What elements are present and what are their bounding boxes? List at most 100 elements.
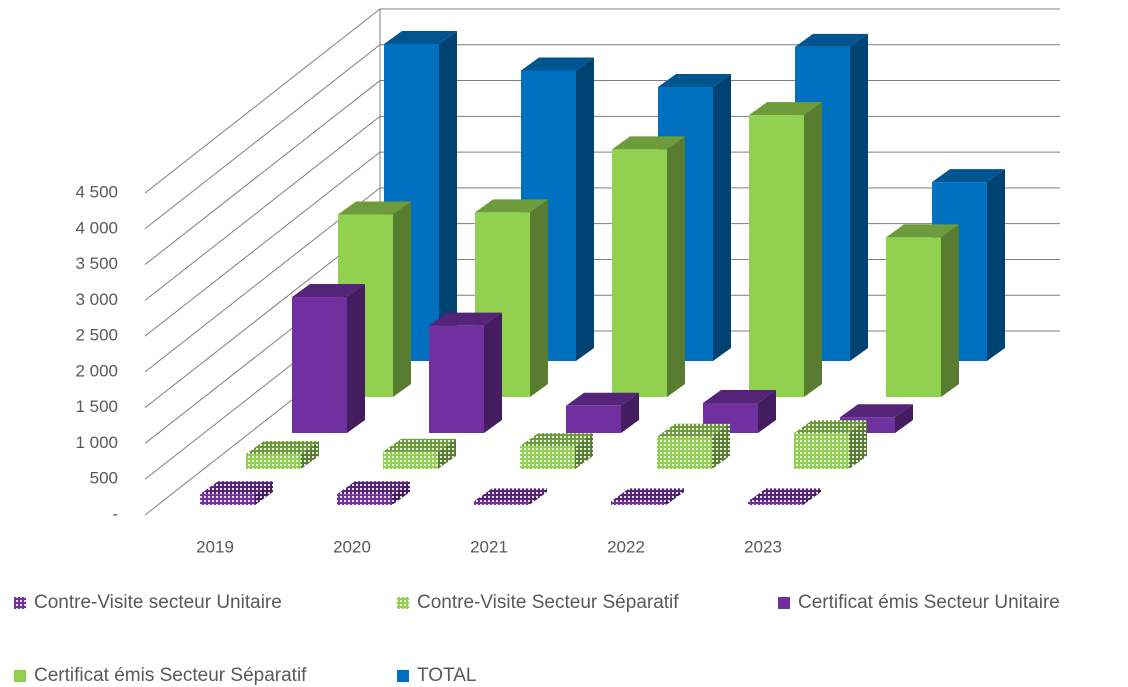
legend-label: Contre-Visite Secteur Séparatif [417,592,679,613]
legend-swatch [14,670,26,682]
bar-side [803,488,821,505]
bar-top [658,73,731,87]
bar-top [886,224,959,238]
bar-front [566,405,621,433]
bar-top [474,488,547,502]
y-tick-label: 3 500 [75,254,118,273]
x-tick-label: 2021 [470,537,508,556]
bar [429,312,502,433]
bar-side [666,488,684,505]
bar [657,423,730,469]
bar-side [255,481,273,505]
bar [520,433,593,469]
legend-label: TOTAL [417,665,476,686]
bar-top [612,136,685,150]
bar-side [484,312,502,433]
x-tick-label: 2022 [607,537,645,556]
bar-side [713,73,731,361]
legend-swatch [778,597,790,609]
y-tick-label: 4 500 [75,182,118,201]
legend-swatch [397,597,409,609]
bar-top [292,284,365,298]
bar-top [338,201,411,215]
bar-front [794,433,849,469]
bar-front [749,115,804,398]
bar-front [474,501,529,505]
bar-front [612,149,667,397]
bar [566,392,639,433]
bar [749,102,822,398]
bar-side [667,136,685,397]
bar-side [941,224,959,397]
bar-top [657,423,730,437]
bar [886,224,959,397]
bar-side [895,404,913,433]
bar-side [301,440,319,469]
bar [611,488,684,505]
y-tick-label: 1 000 [75,433,118,452]
bar-side [393,201,411,397]
bar-top [840,404,913,418]
legend-label: Certificat émis Secteur Séparatif [34,665,307,686]
bar-top [521,57,594,71]
x-tick-label: 2020 [333,537,371,556]
legend-label: Contre-Visite secteur Unitaire [34,592,282,613]
legend-swatch [14,597,26,609]
y-tick-label: 2 500 [75,326,118,345]
bar [658,73,731,361]
y-tick-label: 500 [90,469,118,488]
bar [292,284,365,433]
bar-top [703,389,776,403]
bar-top [611,488,684,502]
bar-side [758,389,776,433]
bar [794,420,867,469]
bar [246,440,319,469]
bar-front [246,453,301,469]
bar-front [337,494,392,505]
y-tick-label: 4 000 [75,218,118,237]
bar-side [530,199,548,397]
bar-side [576,57,594,362]
bar-side [804,102,822,398]
legend-label: Certificat émis Secteur Unitaire [798,592,1060,613]
bar-top [337,481,410,495]
bar-front [292,297,347,433]
bar-front [748,501,803,505]
bar-side [529,488,547,505]
bar-side [438,438,456,469]
bar-top [749,102,822,116]
bar-top [520,433,593,447]
grid-line [144,8,1060,194]
bar-front [611,501,666,505]
bar-front [383,451,438,469]
bar-front [520,446,575,469]
grid-line [144,44,1060,230]
bar-side [712,423,730,469]
bar-side [849,420,867,469]
bar-top [475,199,548,213]
y-tick-label: 3 000 [75,290,118,309]
bar [748,488,821,505]
x-tick-label: 2019 [196,537,234,556]
bar-side [347,284,365,433]
bar [474,488,547,505]
bar-side [575,433,593,469]
bar [337,481,410,505]
bar-top [384,31,457,45]
bar-top [383,438,456,452]
bar-top [794,420,867,434]
bar-top [748,488,821,502]
legend: Contre-Visite secteur Unitaire Contre-Vis… [14,592,1060,686]
bar-front [886,237,941,397]
bar [200,481,273,505]
bar-top [200,481,273,495]
bar-top [795,33,868,47]
y-tick-label: - [112,504,118,523]
y-tick-label: 1 500 [75,397,118,416]
bar-top [246,440,319,454]
bar-side [439,31,457,362]
bar-top [429,312,502,326]
x-tick-label: 2023 [744,537,782,556]
bar-side [850,33,868,361]
